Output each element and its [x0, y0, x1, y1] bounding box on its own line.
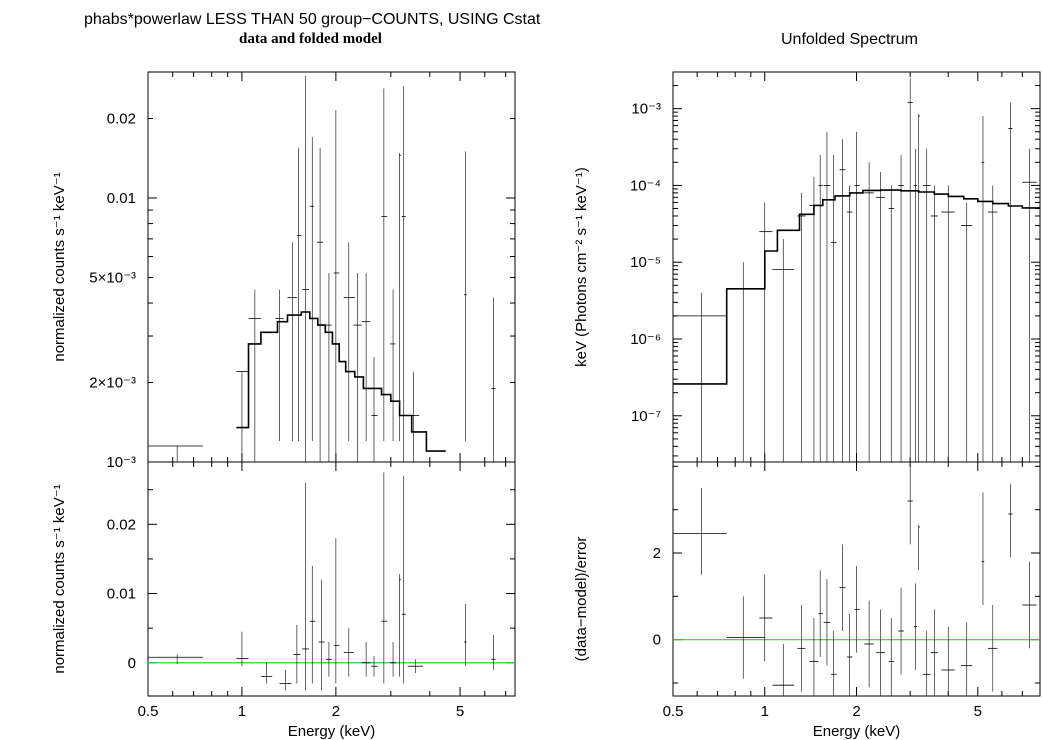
right-bottom-x-axis-label: Energy (keV) [813, 723, 901, 740]
right-top-y-tick-label: 10⁻⁴ [630, 177, 661, 194]
right-top-y-axis-label: keV (Photons cm⁻² s⁻¹ keV⁻¹) [573, 167, 590, 367]
left-chart-title: phabs*powerlaw LESS THAN 50 group−COUNTS… [84, 11, 541, 28]
left-bottom-x-tick-label: 1 [238, 703, 246, 720]
left-bottom-plot-frame [147, 461, 516, 697]
left-bottom-y-tick-label: 0 [128, 655, 136, 672]
left-bottom-x-tick-label: 5 [456, 703, 464, 720]
right-bottom-y-tick-label: 0 [653, 632, 661, 649]
left-top-model-line [236, 311, 446, 452]
left-top-y-tick-label: 0.01 [107, 190, 136, 207]
right-bottom-x-tick-label: 1 [761, 703, 769, 720]
left-bottom-y-tick-label: 0.02 [107, 516, 136, 533]
left-bottom-x-tick-label: 2 [332, 703, 340, 720]
right-top-y-tick-label: 10⁻⁵ [630, 254, 661, 271]
right-bottom-x-tick-label: 5 [974, 703, 982, 720]
left-top-y-tick-label: 10⁻³ [106, 454, 136, 471]
left-top-y-tick-label: 2×10⁻³ [89, 375, 136, 392]
left-bottom-y-axis-label: normalized counts s⁻¹ keV⁻¹ [51, 484, 68, 673]
right-bottom-x-tick-label: 2 [852, 703, 860, 720]
left-chart-subtitle: data and folded model [239, 31, 382, 47]
right-bottom-x-tick-label: 0.5 [663, 703, 684, 720]
left-bottom-x-tick-label: 0.5 [138, 703, 159, 720]
right-bottom-y-tick-label: 2 [653, 545, 661, 562]
right-chart-title: Unfolded Spectrum [781, 31, 918, 48]
left-bottom-y-tick-label: 0.01 [107, 586, 136, 603]
left-top-y-tick-label: 5×10⁻³ [89, 269, 136, 286]
left-top-y-axis-label: normalized counts s⁻¹ keV⁻¹ [51, 172, 68, 361]
left-bottom-x-axis-label: Energy (keV) [288, 723, 376, 740]
right-top-y-tick-label: 10⁻³ [631, 101, 661, 118]
right-top-y-tick-label: 10⁻⁷ [631, 408, 661, 425]
right-bottom-y-axis-label: (data−model)/error [573, 537, 590, 662]
left-top-y-tick-label: 0.02 [107, 110, 136, 127]
left-top-plot-frame [147, 71, 516, 463]
right-top-y-tick-label: 10⁻⁶ [630, 331, 661, 348]
